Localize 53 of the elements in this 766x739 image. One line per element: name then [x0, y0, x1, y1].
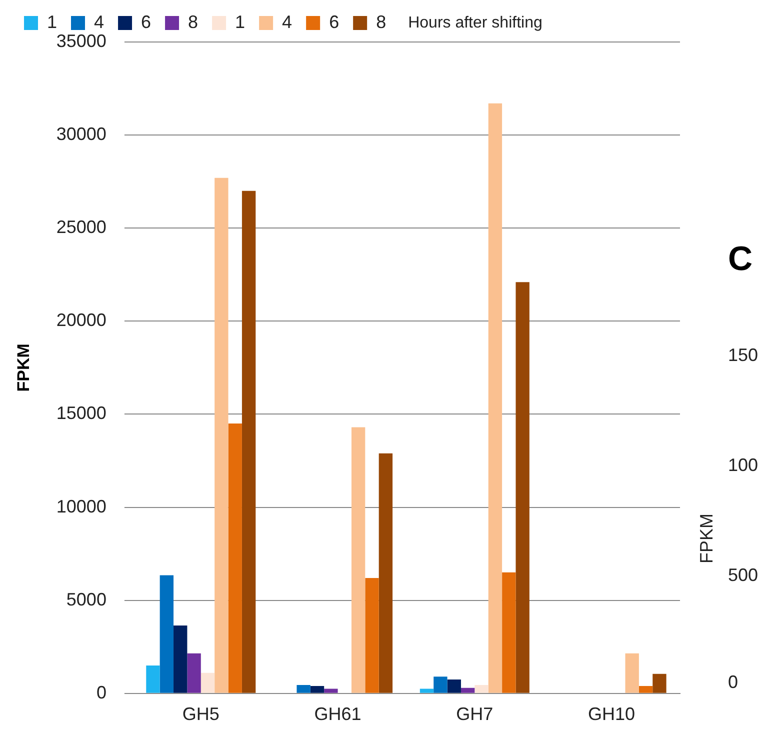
- bar: [160, 575, 174, 693]
- legend-label: 8: [376, 12, 386, 32]
- legend-label: 4: [94, 12, 104, 32]
- x-tick-label: GH5: [182, 704, 220, 724]
- x-tick-label: GH7: [456, 704, 494, 724]
- bar: [214, 178, 228, 693]
- legend-label: 1: [47, 12, 58, 32]
- bar: [638, 686, 653, 693]
- legend-label: 4: [282, 12, 292, 32]
- y-tick-label: 35000: [56, 30, 106, 51]
- y-tick-label: 15000: [56, 403, 106, 424]
- bar: [434, 676, 448, 693]
- y-tick-label: 25000: [56, 217, 106, 238]
- bar: [174, 625, 188, 693]
- bar: [365, 578, 379, 693]
- text: C: [728, 240, 753, 279]
- y-tick-label: 5000: [66, 589, 106, 610]
- bar: [310, 686, 324, 693]
- y-tick-label: 30000: [56, 124, 106, 144]
- bar: [378, 453, 393, 693]
- y-tick-label: 10000: [56, 496, 106, 516]
- bar: [652, 674, 666, 693]
- bar: [502, 572, 516, 693]
- text: FPKM: [696, 513, 718, 564]
- legend-label: 6: [329, 12, 340, 32]
- y-tick-label: 20000: [56, 310, 106, 330]
- bar: [187, 653, 201, 693]
- bar: [324, 688, 338, 693]
- bar: [200, 672, 215, 693]
- bar: [351, 427, 366, 693]
- bar: [296, 685, 310, 693]
- bar: [488, 103, 502, 693]
- text: 500: [728, 565, 758, 586]
- bar: [516, 282, 530, 693]
- text: 150: [728, 345, 758, 366]
- x-tick-label: GH61: [314, 704, 362, 724]
- bar: [447, 679, 461, 693]
- legend-title: Hours after shifting: [408, 14, 542, 32]
- text: 0: [728, 672, 738, 693]
- text: 100: [728, 455, 758, 476]
- bar: [460, 688, 475, 693]
- bar: [242, 190, 256, 693]
- x-tick-label: GH10: [588, 704, 636, 724]
- bar: [420, 688, 434, 693]
- bar: [146, 665, 160, 693]
- bar: [228, 424, 242, 693]
- bar: [625, 653, 639, 693]
- legend-label: 8: [188, 12, 198, 32]
- y-tick-label: 0: [96, 682, 106, 702]
- y-axis-title: FPKM: [14, 344, 33, 392]
- legend-label: 6: [141, 12, 152, 32]
- legend-label: 1: [235, 12, 246, 32]
- bar: [474, 685, 488, 693]
